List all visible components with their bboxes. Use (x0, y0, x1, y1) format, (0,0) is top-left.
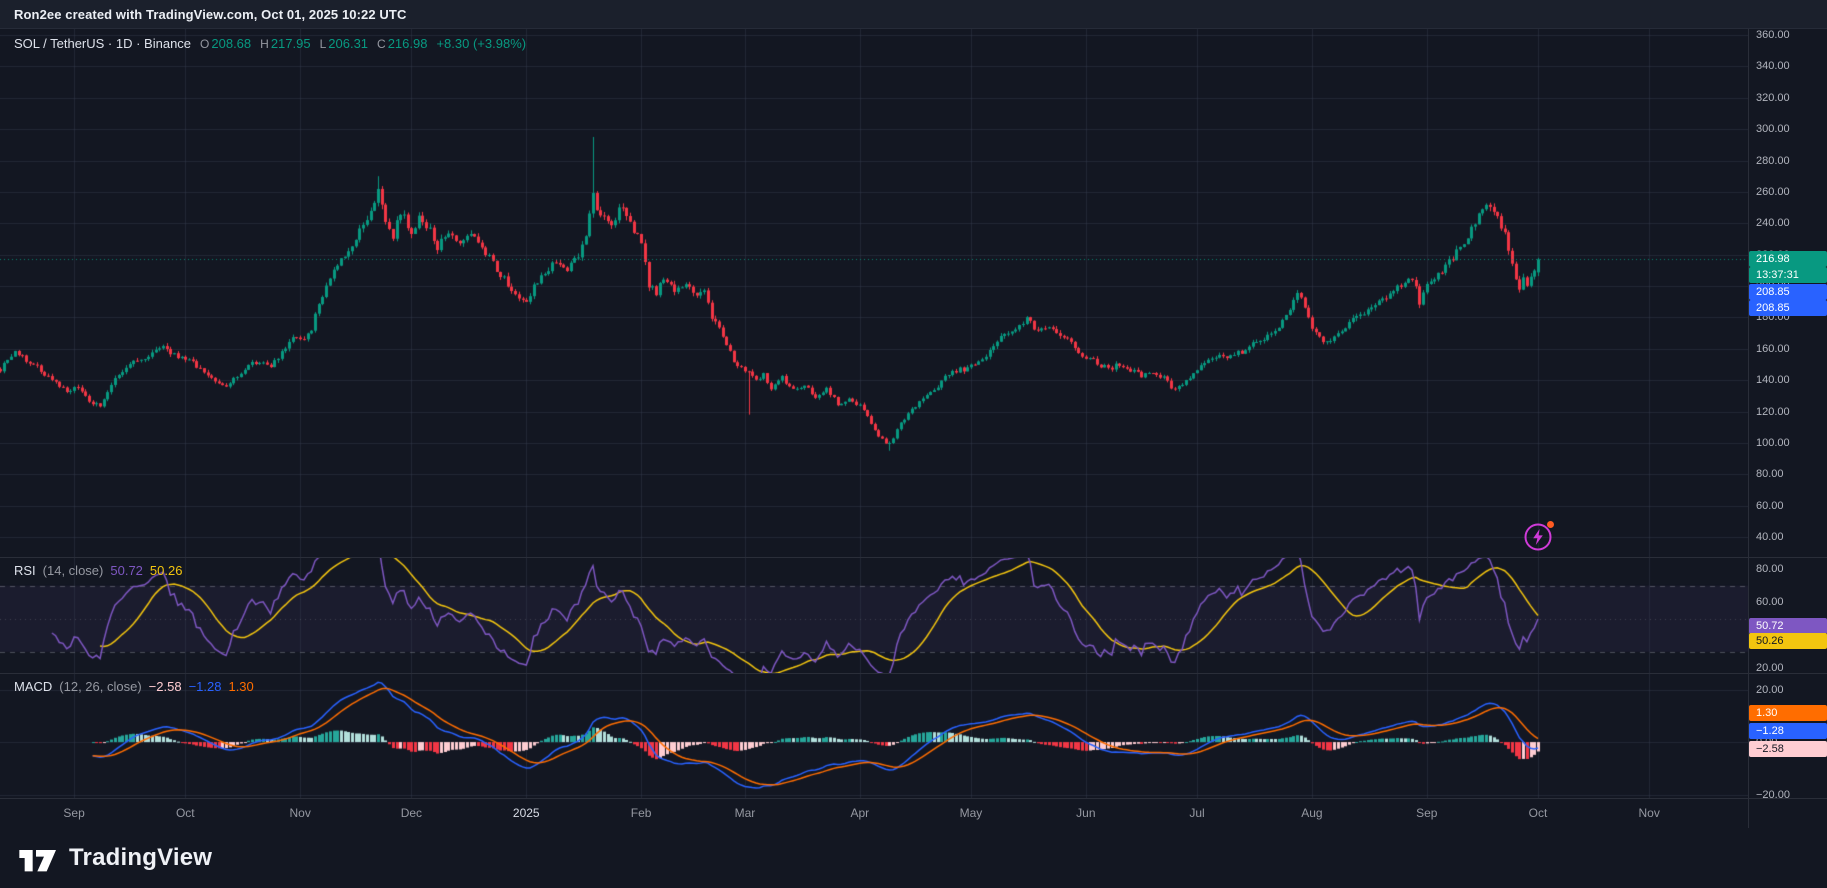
macd-label-chip: −2.58 (1749, 741, 1827, 757)
price-label-chip: 208.85 (1749, 300, 1827, 316)
lightning-icon[interactable] (1523, 521, 1554, 552)
price-label-chip: 13:37:31 (1749, 267, 1827, 283)
price-tick-label: 320.00 (1756, 91, 1790, 104)
pane-separator[interactable] (0, 673, 1827, 674)
time-axis-label: Jul (1189, 806, 1205, 820)
price-tick-label: 300.00 (1756, 123, 1790, 136)
price-chart-canvas[interactable] (0, 29, 1748, 557)
time-axis-label: Apr (850, 806, 870, 820)
ohlc-value: 217.95 (270, 36, 311, 51)
tradingview-logo-text[interactable]: TradingView (69, 844, 213, 871)
price-tick-label: 340.00 (1756, 60, 1790, 73)
rsi-pane[interactable]: RSI (14, close) 50.72 50.26 (0, 557, 1748, 673)
macd-label-chip: 1.30 (1749, 705, 1827, 721)
time-axis-label: 2025 (512, 806, 540, 820)
time-axis-label: Nov (289, 806, 311, 820)
symbol-legend: SOL / TetherUS · 1D · Binance O 208.68 H 21… (14, 36, 526, 51)
macd-pane[interactable]: MACD (12, 26, close) −2.58 −1.28 1.30 (0, 673, 1748, 798)
price-label-chip: 208.85 (1749, 284, 1827, 300)
time-axis[interactable]: Sep Oct Nov Dec 2025 Feb Mar Apr May Jun Jul Aug Sep… (0, 798, 1748, 828)
time-axis-label: Jun (1076, 806, 1096, 820)
rsi-chart-canvas[interactable] (0, 557, 1748, 673)
time-axis-label: Dec (400, 806, 423, 820)
rsi-label-chip: 50.72 (1749, 618, 1827, 634)
rsi-title[interactable]: RSI (14, 563, 36, 578)
price-axis[interactable]: 360.00 340.00 320.00 300.00 280.00 260.00 240.… (1748, 29, 1827, 828)
rsi-tick-label: 20.00 (1756, 662, 1784, 675)
rsi-tick-label: 60.00 (1756, 596, 1784, 609)
macd-title[interactable]: MACD (14, 679, 53, 694)
rsi-tick-label: 80.00 (1756, 563, 1784, 576)
notification-dot (1547, 521, 1554, 528)
price-tick-label: 140.00 (1756, 374, 1790, 387)
change-value: +8.30 (+3.98%) (436, 36, 527, 51)
price-tick-label: 260.00 (1756, 185, 1790, 198)
ohlc-key: H (260, 37, 269, 51)
time-axis-label: Feb (630, 806, 652, 820)
price-pane[interactable]: SOL / TetherUS · 1D · Binance O 208.68 H 21… (0, 29, 1748, 557)
macd-chart-canvas[interactable] (0, 673, 1748, 798)
rsi-params: (14, close) (42, 563, 104, 578)
time-axis-separator (0, 798, 1827, 799)
ohlc-value: 206.31 (328, 36, 369, 51)
tradingview-logo-mark[interactable] (18, 843, 58, 873)
price-tick-label: 80.00 (1756, 468, 1784, 481)
chart-region: SOL / TetherUS · 1D · Binance O 208.68 H 21… (0, 29, 1827, 828)
macd-hist-value: −2.58 (148, 679, 182, 694)
price-tick-label: 360.00 (1756, 29, 1790, 41)
ohlc-key: O (200, 37, 210, 51)
macd-line-value: −1.28 (188, 679, 222, 694)
price-tick-label: 240.00 (1756, 217, 1790, 230)
macd-legend: MACD (12, 26, close) −2.58 −1.28 1.30 (14, 679, 254, 694)
time-axis-label: Oct (175, 806, 195, 820)
ohlc-value: 208.68 (211, 36, 252, 51)
macd-params: (12, 26, close) (59, 679, 142, 694)
price-tick-label: 120.00 (1756, 405, 1790, 418)
time-axis-label: Aug (1301, 806, 1323, 820)
ohlc-value: 216.98 (387, 36, 428, 51)
price-tick-label: 100.00 (1756, 436, 1790, 449)
time-axis-label: Oct (1528, 806, 1548, 820)
time-axis-label: May (959, 806, 983, 820)
macd-tick-label: −20.00 (1756, 788, 1790, 801)
lightning-bolt-graphic (1524, 523, 1552, 551)
price-tick-label: 60.00 (1756, 499, 1784, 512)
footer: TradingView (0, 828, 1827, 888)
time-axis-label: Mar (734, 806, 756, 820)
symbol-title[interactable]: SOL / TetherUS · 1D · Binance (14, 36, 192, 51)
plot-column: SOL / TetherUS · 1D · Binance O 208.68 H 21… (0, 29, 1748, 828)
macd-tick-label: 20.00 (1756, 683, 1784, 696)
price-tick-label: 280.00 (1756, 154, 1790, 167)
time-axis-label: Sep (63, 806, 85, 820)
macd-label-chip: −1.28 (1749, 723, 1827, 739)
rsi-legend: RSI (14, close) 50.72 50.26 (14, 563, 182, 578)
rsi-label-chip: 50.26 (1749, 633, 1827, 649)
price-tick-label: 40.00 (1756, 531, 1784, 543)
ohlc-key: C (377, 37, 386, 51)
price-label-chip: 216.98 (1749, 251, 1827, 267)
ohlc-key: L (319, 37, 327, 51)
snapshot-header: Ron2ee created with TradingView.com, Oct… (0, 0, 1827, 29)
pane-separator[interactable] (0, 557, 1827, 558)
rsi-ma-value: 50.26 (149, 563, 183, 578)
ohlc-values: O 208.68 H 217.95 L 206.31 C 216.98 (191, 36, 427, 51)
time-axis-label: Nov (1638, 806, 1660, 820)
macd-signal-value: 1.30 (228, 679, 254, 694)
price-tick-label: 160.00 (1756, 342, 1790, 355)
rsi-value: 50.72 (110, 563, 143, 578)
snapshot-header-text: Ron2ee created with TradingView.com, Oct… (14, 6, 407, 22)
time-axis-label: Sep (1416, 806, 1438, 820)
